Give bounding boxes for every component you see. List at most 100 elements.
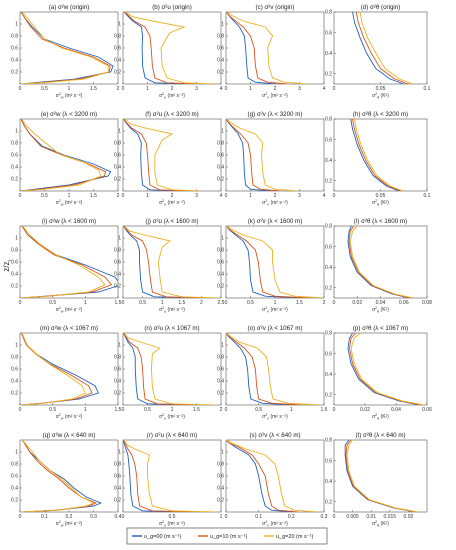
y-tick-label: 0.4 — [325, 51, 332, 57]
series-line-1 — [226, 119, 280, 191]
series-line-0 — [123, 333, 182, 405]
x-tick-label: 0 — [122, 514, 125, 520]
x-axis-label: σ2v (m² s⁻²) — [262, 92, 288, 100]
x-tick-label: 0.1 — [424, 86, 431, 92]
y-tick-label: 0.8 — [325, 331, 332, 337]
series-line-2 — [22, 440, 95, 512]
x-tick-label: 0 — [225, 407, 228, 413]
y-tick-label: 0.8 — [217, 355, 224, 361]
series-line-1 — [349, 333, 421, 405]
x-tick-label: 0.02 — [404, 514, 414, 520]
y-tick-label: 1 — [221, 236, 224, 242]
subplot-17: (r) σ²u (λ < 640 m) 0 0.5 1 0.2 0.4 0.6 0.8 1 σ2u… — [114, 432, 223, 528]
y-tick-label: 1 — [118, 236, 121, 242]
y-tick-label: 1 — [118, 22, 121, 28]
series-line-1 — [226, 12, 288, 84]
x-tick-label: 2.5 — [218, 300, 225, 306]
y-tick-label: 0.6 — [11, 46, 18, 52]
x-tick-label: 0 — [122, 193, 125, 199]
series-line-1 — [123, 226, 206, 298]
x-tick-label: 1.5 — [321, 407, 328, 413]
y-tick-label: 0.2 — [325, 499, 332, 505]
x-tick-label: 0 — [225, 193, 228, 199]
x-tick-label: 1.5 — [178, 300, 185, 306]
x-tick-label: 1 — [220, 514, 223, 520]
y-tick-label: 0.6 — [114, 153, 121, 159]
y-tick-label: 0.4 — [114, 272, 121, 278]
subplot-title: (a) σ²w (origin) — [49, 4, 90, 11]
x-tick-label: 1 — [146, 86, 149, 92]
legend-label: u_g=10 (m s⁻¹) — [210, 534, 247, 540]
subplot-18: (s) σ²v (λ < 640 m) 0 0.1 0.2 0.3 0.2 0.4 0.6 0.… — [217, 432, 328, 528]
subplot-title: (d) σ²θ (origin) — [361, 4, 401, 11]
y-tick-label: 1 — [118, 450, 121, 456]
subplot-title: (s) σ²v (λ < 640 m) — [249, 432, 300, 439]
x-tick-label: 0.04 — [376, 300, 386, 306]
x-tick-label: 3 — [298, 86, 301, 92]
y-tick-label: 1 — [221, 129, 224, 135]
y-tick-label: 0.8 — [114, 141, 121, 147]
x-tick-label: 0.05 — [376, 193, 386, 199]
y-tick-label: 0.2 — [114, 70, 121, 76]
x-tick-label: 0.5 — [41, 86, 48, 92]
subplot-title: (i) σ²w (λ < 1600 m) — [42, 218, 96, 225]
subplot-title: (l) σ²θ (λ < 1600 m) — [354, 218, 407, 225]
y-tick-label: 0.4 — [325, 479, 332, 485]
x-tick-label: 1 — [68, 86, 71, 92]
x-tick-label: 0.3 — [321, 514, 328, 520]
series-line-1 — [123, 333, 197, 405]
series-line-2 — [124, 226, 220, 298]
y-tick-label: 0.4 — [114, 486, 121, 492]
y-tick-label: 0.6 — [114, 260, 121, 266]
x-tick-label: 1 — [249, 86, 252, 92]
x-axis-label: σ2w (m² s⁻²) — [56, 199, 83, 207]
axes-frame — [19, 439, 119, 513]
y-tick-label: 0.4 — [11, 272, 18, 278]
x-tick-label: 0.08 — [422, 300, 432, 306]
y-tick-label: 0.6 — [114, 46, 121, 52]
subplot-title: (r) σ²u (λ < 640 m) — [147, 432, 197, 439]
series-line-2 — [354, 119, 403, 191]
x-tick-label: 0.05 — [376, 86, 386, 92]
y-tick-label: 0.8 — [217, 248, 224, 254]
series-line-2 — [226, 440, 318, 512]
subplot-19: (t) σ²θ (λ < 640 m) 0 0.005 0.01 0.015 0.02 0.… — [325, 432, 428, 528]
y-tick-label: 0.6 — [11, 260, 18, 266]
x-tick-label: 2 — [323, 300, 326, 306]
y-tick-label: 0.8 — [325, 117, 332, 123]
axes-frame — [225, 332, 325, 406]
x-axis-label: σ2u (m² s⁻²) — [159, 92, 185, 100]
y-tick-label: 1 — [221, 450, 224, 456]
subplot-1: (b) σ²u (origin) 0 1 2 3 4 0.2 0.4 0.6 0.8 1 σ2u (m… — [114, 4, 223, 100]
y-tick-label: 0.6 — [217, 367, 224, 373]
axes-frame — [225, 118, 325, 192]
x-axis-label: σ2θ (K²) — [372, 92, 389, 100]
x-tick-label: 0.5 — [255, 407, 262, 413]
x-tick-label: 1 — [68, 193, 71, 199]
subplot-title: (j) σ²u (λ < 1600 m) — [145, 218, 198, 225]
y-tick-label: 1 — [118, 129, 121, 135]
subplot-0: (a) σ²w (origin)0 0.5 1 1.5 20.20.40.60.81σ2… — [11, 4, 120, 100]
axes-frame — [333, 439, 428, 513]
y-tick-label: 0.2 — [217, 498, 224, 504]
y-tick-label: 0.4 — [11, 165, 18, 171]
subplot-title: (n) σ²u (λ < 1067 m) — [144, 325, 199, 332]
x-tick-label: 4 — [323, 86, 326, 92]
x-tick-label: 0.5 — [144, 407, 151, 413]
x-tick-label: 0 — [19, 300, 22, 306]
x-tick-label: 4 — [323, 193, 326, 199]
y-tick-label: 0.6 — [217, 260, 224, 266]
x-tick-label: 1.5 — [90, 86, 97, 92]
x-tick-label: 4 — [220, 86, 223, 92]
y-tick-label: 0.8 — [325, 10, 332, 16]
x-tick-label: 0.01 — [366, 514, 376, 520]
series-line-1 — [352, 119, 402, 191]
x-tick-label: 4 — [220, 193, 223, 199]
x-tick-label: 0.5 — [169, 514, 176, 520]
x-tick-label: 2 — [274, 193, 277, 199]
series-line-2 — [123, 333, 217, 405]
x-axis-label: σ2u (m² s⁻²) — [159, 199, 185, 207]
series-line-2 — [349, 226, 414, 298]
series-line-1 — [20, 12, 111, 84]
